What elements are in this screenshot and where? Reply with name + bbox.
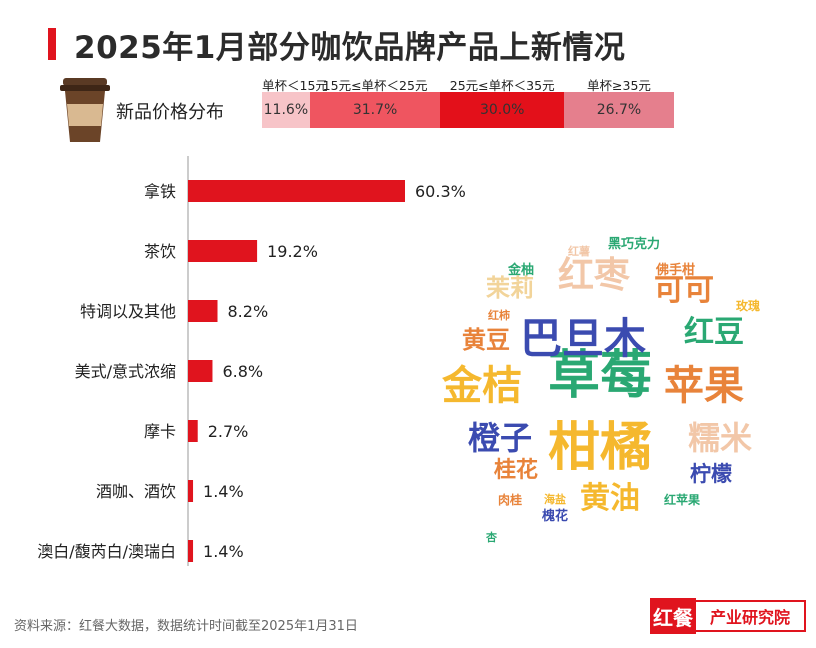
price-range-label: 单杯≥35元 [587, 78, 651, 93]
bar [188, 540, 194, 562]
bar-value-label: 1.4% [203, 482, 244, 501]
word-cloud-word: 黑巧克力 [608, 237, 661, 252]
word-cloud-word: 红柿 [488, 309, 510, 322]
bar-value-label: 2.7% [208, 422, 249, 441]
price-range-label: 15元≤单杯＜25元 [322, 78, 428, 93]
word-cloud-word: 柑橘 [548, 418, 653, 478]
word-cloud-word: 红枣 [558, 255, 631, 296]
word-cloud-word: 苹果 [664, 363, 744, 409]
word-cloud-word: 杏 [486, 531, 497, 544]
word-cloud-word: 金柚 [508, 263, 535, 278]
category-label: 特调以及其他 [80, 302, 176, 321]
word-cloud-word: 黄油 [580, 481, 640, 516]
logo-text: 产业研究院 [696, 600, 806, 632]
bar-value-label: 1.4% [203, 542, 244, 561]
category-label: 摩卡 [144, 422, 176, 441]
category-label: 酒咖、酒饮 [96, 482, 176, 501]
word-cloud-word: 海盐 [544, 493, 566, 506]
bar [188, 300, 218, 322]
price-distribution-label: 新品价格分布 [116, 102, 224, 123]
category-label: 拿铁 [144, 182, 176, 201]
word-cloud-word: 橙子 [468, 419, 533, 457]
word-cloud-word: 槐花 [542, 509, 569, 524]
word-cloud-word: 金桔 [442, 363, 522, 409]
bar-value-label: 6.8% [222, 362, 263, 381]
word-cloud-word: 桂花 [494, 458, 539, 483]
bar [188, 420, 198, 442]
price-segment-value: 11.6% [263, 102, 309, 118]
word-cloud-word: 草莓 [548, 346, 653, 406]
price-segment-value: 31.7% [352, 102, 398, 118]
word-cloud-word: 糯米 [688, 419, 753, 457]
bar-value-label: 19.2% [267, 242, 318, 261]
category-label: 澳白/馥芮白/澳瑞白 [37, 542, 176, 561]
word-cloud-word: 柠檬 [690, 462, 732, 486]
category-label: 茶饮 [144, 242, 176, 261]
coffee-cup-icon [60, 78, 110, 142]
price-segment: 31.7% [309, 92, 441, 128]
word-cloud-word: 红豆 [684, 315, 744, 350]
word-cloud-word: 可可 [654, 273, 714, 308]
price-segment-value: 30.0% [479, 102, 525, 118]
word-cloud-word: 巴旦木 [520, 314, 647, 363]
word-cloud-word: 红苹果 [664, 493, 701, 507]
source-note: 资料来源：红餐大数据，数据统计时间截至2025年1月31日 [14, 619, 358, 634]
bar [188, 480, 194, 502]
word-cloud-word: 茉莉 [486, 274, 534, 302]
price-segment-value: 26.7% [596, 102, 642, 118]
bar [188, 360, 213, 382]
page-title: 2025年1月部分咖饮品牌产品上新情况 [74, 30, 626, 66]
word-cloud-word: 佛手柑 [656, 263, 696, 278]
price-segment: 26.7% [563, 92, 674, 128]
word-cloud-word: 红薯 [568, 245, 590, 258]
bar [188, 240, 258, 262]
price-segment: 11.6% [262, 92, 310, 128]
title-accent-bar [48, 28, 56, 60]
price-range-label: 25元≤单杯＜35元 [449, 78, 555, 93]
word-cloud-word: 黄豆 [462, 326, 510, 354]
price-segment: 30.0% [440, 92, 564, 128]
bar [188, 180, 405, 202]
word-cloud-word: 肉桂 [498, 493, 523, 507]
hongcan-logo: 红餐 产业研究院 [650, 598, 806, 634]
category-bar-chart: 拿铁 60.3% 茶饮 19.2% 特调以及其他 8.2% 美式/意式浓缩 6.8% 摩卡 2.7… [37, 156, 466, 566]
category-label: 美式/意式浓缩 [75, 362, 176, 381]
logo-mark: 红餐 [650, 598, 696, 634]
word-cloud-word: 玫瑰 [736, 299, 761, 313]
bar-value-label: 60.3% [415, 182, 466, 201]
bar-value-label: 8.2% [228, 302, 269, 321]
